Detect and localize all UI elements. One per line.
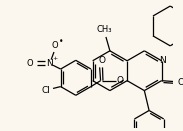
- Text: +: +: [52, 56, 58, 61]
- Text: Cl: Cl: [41, 86, 50, 95]
- Text: O: O: [116, 76, 123, 85]
- Text: N: N: [46, 59, 53, 68]
- Text: CH₃: CH₃: [96, 25, 112, 34]
- Text: O: O: [27, 59, 34, 68]
- Text: •: •: [58, 37, 63, 46]
- Text: O: O: [178, 78, 183, 87]
- Text: O: O: [52, 41, 58, 50]
- Text: O: O: [98, 56, 105, 65]
- Text: N: N: [159, 56, 166, 65]
